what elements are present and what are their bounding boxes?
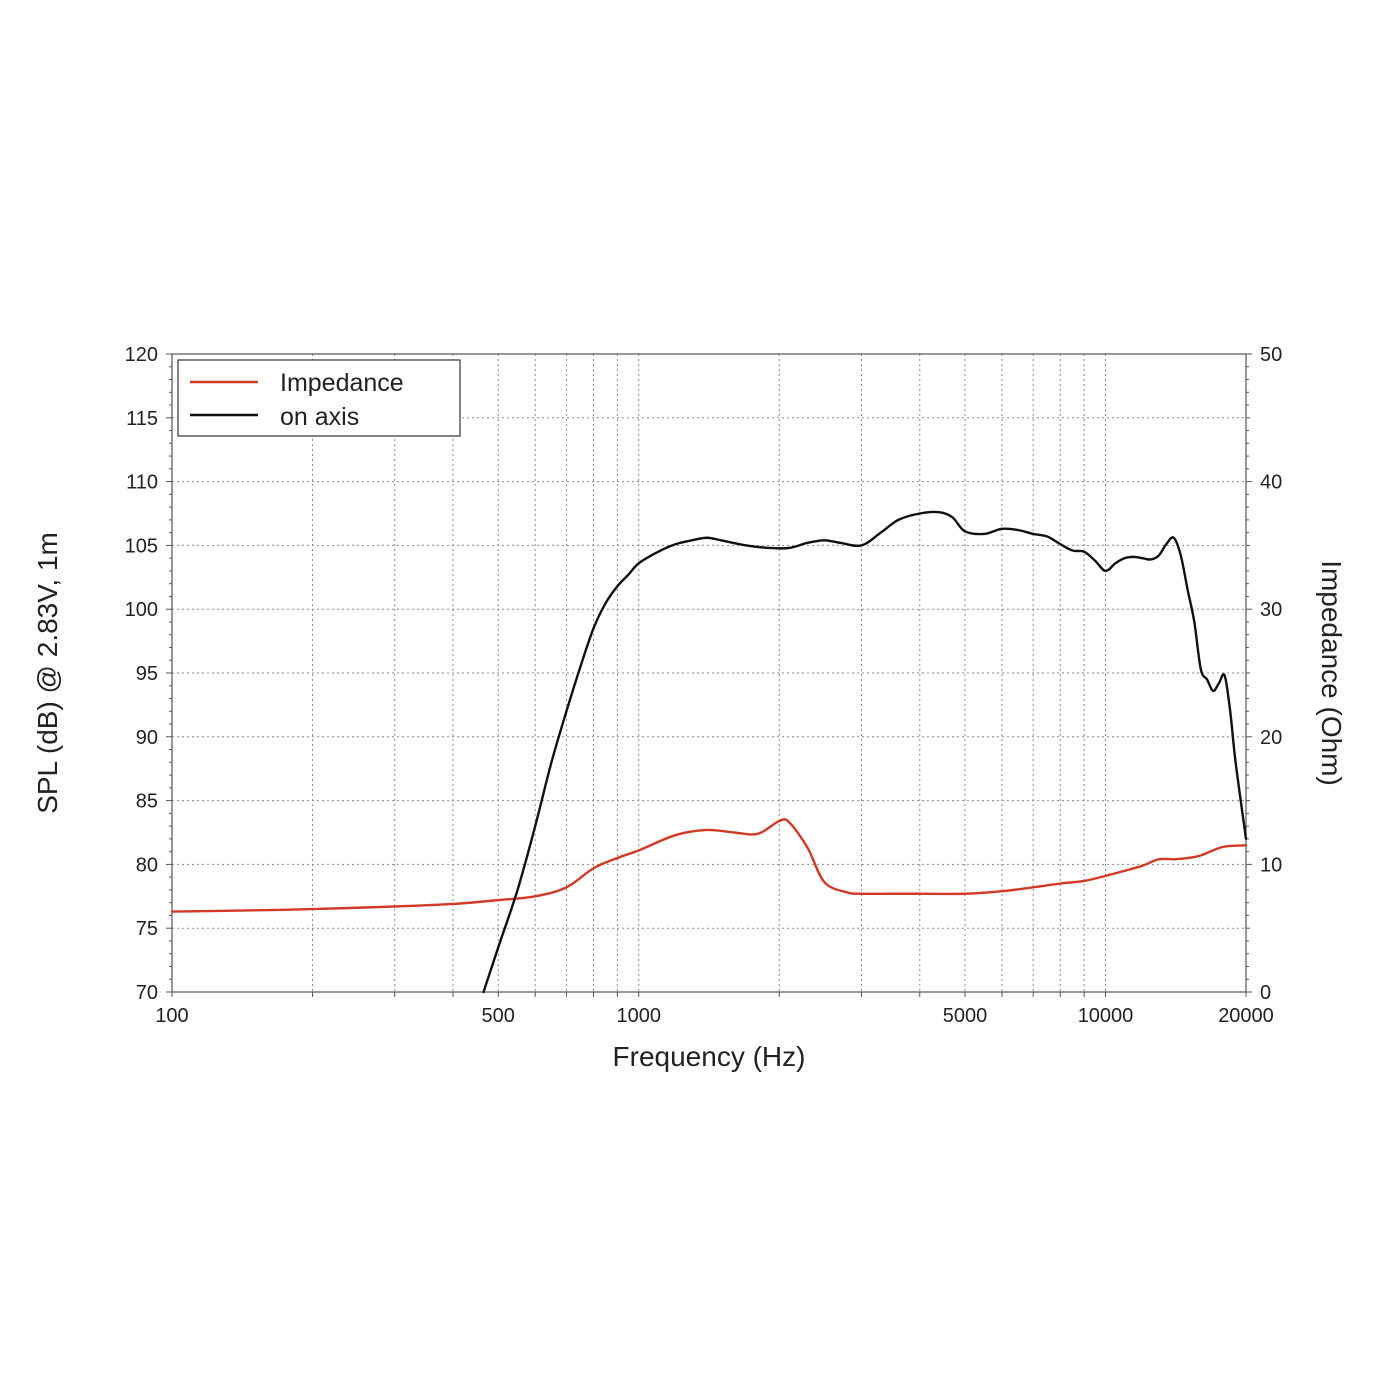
x-axis-title: Frequency (Hz): [613, 1041, 806, 1072]
y2-tick-label: 10: [1260, 854, 1282, 876]
series-line-on-axis: [482, 510, 1248, 994]
legend: Impedance on axis: [177, 359, 461, 437]
x-tick-label: 20000: [1218, 1005, 1274, 1027]
y-tick-label: 115: [126, 408, 158, 430]
x-tick-label: 5000: [943, 1005, 988, 1027]
x-tick-label: 500: [482, 1005, 515, 1027]
y-tick-label: 110: [126, 472, 158, 494]
x-tick-label: 10000: [1078, 1005, 1134, 1027]
y2-tick-label: 20: [1260, 727, 1282, 749]
series-lines: [170, 510, 1248, 994]
legend-box: [177, 359, 461, 437]
y-tick-label: 105: [125, 535, 158, 557]
y2-tick-label: 50: [1260, 344, 1282, 366]
y-tick-label: 120: [125, 344, 158, 366]
y-tick-label: 95: [136, 663, 158, 685]
legend-label-on-axis: on axis: [280, 403, 359, 431]
y2-tick-label: 30: [1260, 599, 1282, 621]
y2-axis-title: Impedance (Ohm): [1316, 560, 1347, 786]
y-tick-label: 85: [136, 791, 158, 813]
y-tick-label: 80: [136, 854, 158, 876]
x-tick-label: 100: [155, 1005, 188, 1027]
series-line-impedance: [170, 818, 1248, 913]
y-tick-label: 90: [136, 727, 158, 749]
y-tick-label: 70: [136, 982, 158, 1004]
grid-lines: [172, 354, 1246, 992]
tick-labels: 100 500 1000 5000 10000 200007075808590951001…: [125, 344, 1283, 1027]
legend-label-impedance: Impedance: [280, 369, 404, 397]
y2-tick-label: 0: [1260, 982, 1271, 1004]
y-tick-label: 100: [125, 599, 158, 621]
x-tick-label: 1000: [617, 1005, 662, 1027]
y-tick-label: 75: [136, 918, 158, 940]
y2-tick-label: 40: [1260, 472, 1282, 494]
axis-ticks: [166, 353, 1252, 997]
y-axis-title: SPL (dB) @ 2.83V, 1m: [32, 532, 63, 814]
